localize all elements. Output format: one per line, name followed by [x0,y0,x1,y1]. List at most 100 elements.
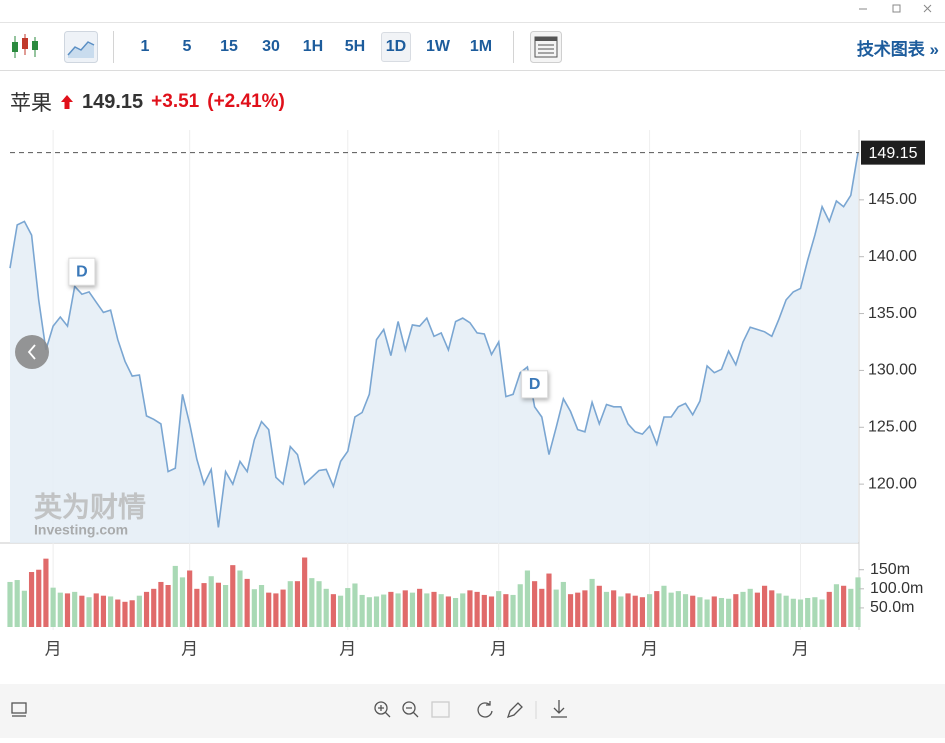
volume-bar [179,577,186,627]
interval-button[interactable]: 1D [381,32,411,62]
volume-bar [474,591,480,627]
price-line [9,152,859,528]
volume-bar [129,600,135,627]
interval-button[interactable]: 1H [302,38,324,55]
event-marker-label: D [76,263,88,280]
zoom-out[interactable] [402,701,419,718]
y-tick-label: 50.0m [870,599,914,616]
volume-bar [747,588,753,627]
volume-bar [826,591,832,627]
volume-bar [841,585,847,627]
volume-bar [496,591,502,627]
volume-bar [539,588,545,627]
y-tick-label: 125.00 [868,418,917,435]
x-tick-label: 月 [490,639,507,658]
volume-bar [316,581,322,627]
volume-bar [280,589,286,627]
volume-bar [201,583,207,627]
volume-bar [388,591,394,627]
volume-bar [21,590,27,627]
scroll-left-arrow [27,344,36,360]
volume-bar [366,597,372,627]
interval-button[interactable]: 5H [344,38,366,55]
toolbar: 1 5 15 30 1H 5H 1D 1W 1M 技术图表 » [0,23,945,71]
volume-bar [431,591,437,627]
volume-bar [409,592,416,627]
volume-bar [258,585,265,627]
volume-bar [445,596,451,627]
window-controls [859,4,932,13]
download[interactable] [551,700,567,718]
volume-bar [194,588,200,627]
event-marker [68,257,96,286]
volume-bar [761,585,768,627]
x-tick-label: 月 [792,639,809,658]
reset-icon[interactable] [431,701,450,718]
volume-bar [158,581,164,627]
y-tick-label: 100.0m [870,580,923,597]
volume-bar [244,578,250,627]
volume-bar [481,594,487,627]
volume-bar [690,595,696,627]
interval-button[interactable]: 5 [182,38,192,55]
bottom-toolbar [0,684,945,738]
volume-bar [467,590,473,627]
volume-bar [625,593,631,627]
volume-bar [136,595,142,627]
y-tick-label: 120.00 [868,475,917,492]
volume-bar [546,573,552,627]
volume-bar [287,581,293,627]
interval-button[interactable]: 1 [140,38,150,55]
volume-bar [654,591,660,627]
scroll-left-button[interactable] [15,335,49,369]
separator [513,31,514,63]
close[interactable] [923,4,932,13]
volume-bar [647,594,653,627]
volume-bar [797,599,804,627]
volume-bar [740,591,746,627]
area-chart-icon[interactable] [64,31,98,63]
maximize[interactable] [892,4,901,13]
volume-bar [86,597,92,627]
volume-bar [79,595,85,627]
volume-bar [488,596,495,627]
interval-button[interactable]: 15 [220,38,238,55]
volume-bar [115,599,121,627]
volume-bar [682,594,689,627]
zoom-in[interactable] [374,701,391,718]
last-price-tag [861,140,925,165]
volume-bar [64,593,71,627]
last-price-label: 149.15 [869,145,918,162]
volume-bar [769,590,775,627]
y-tick-label: 135.00 [868,305,917,322]
volume-bar [848,588,854,627]
volume-bar [215,582,221,627]
volume-bar [208,576,214,627]
draw[interactable] [506,702,523,719]
layout-icon[interactable] [11,702,27,717]
watermark-site: Investing.com [34,522,128,538]
tech-chart-link[interactable]: 技术图表 » [856,40,939,59]
bottom-icons [11,700,567,719]
y-tick-label: 150m [870,561,910,578]
table-icon[interactable] [530,31,562,63]
chart: 月 月 月 月 月 月 英为财情 Investing.com 120.00 125.00 13… [0,130,925,658]
candlestick-icon[interactable] [10,33,40,61]
y-tick-label: 145.00 [868,191,917,208]
volume-bar [553,589,559,627]
interval-button[interactable]: 30 [262,38,280,55]
volume-bar [812,597,818,627]
x-tick-label: 月 [641,639,658,658]
refresh[interactable] [477,701,493,718]
volume-bar [632,595,638,627]
volume-bar [165,585,171,627]
volume-bar [187,570,193,627]
x-tick-label: 月 [45,639,62,658]
interval-button[interactable]: 1W [426,38,450,55]
volume-bar [603,591,610,627]
volume-bar [251,589,257,627]
volume-bar [302,557,308,627]
change: +3.51 [151,91,200,112]
volume-bar [373,596,380,627]
interval-button[interactable]: 1M [469,38,493,55]
